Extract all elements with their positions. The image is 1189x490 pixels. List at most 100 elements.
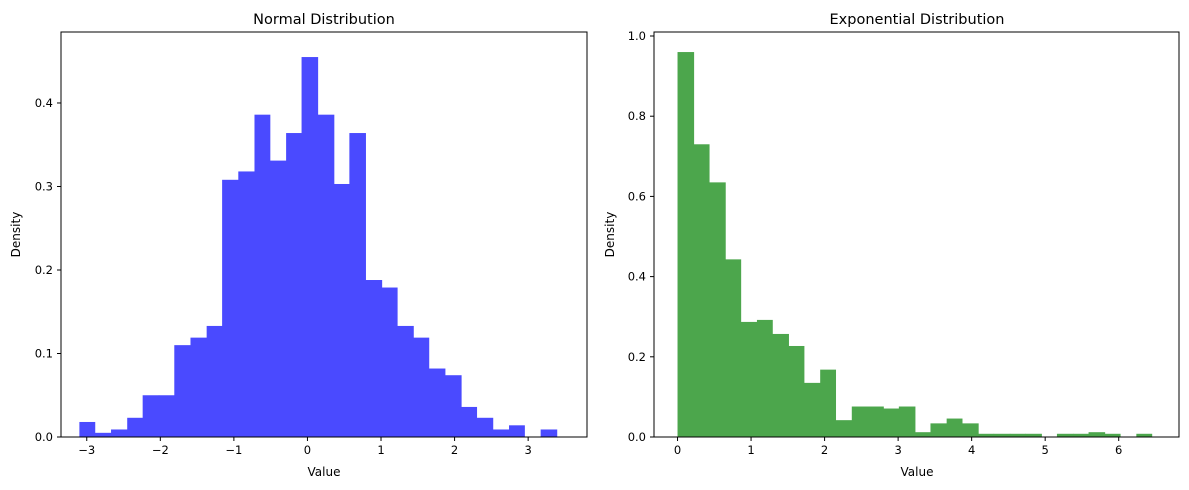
exponential-bar-7 xyxy=(788,345,805,437)
exponential-bar-11 xyxy=(851,406,868,437)
normal-bar-29 xyxy=(540,429,558,437)
exponential-bar-22 xyxy=(1025,433,1042,437)
normal-x-tick-label-1: −2 xyxy=(152,443,169,457)
normal-x-tick-6: 3 xyxy=(524,437,532,457)
exponential-x-tick-3: 3 xyxy=(894,437,902,457)
normal-bar-20 xyxy=(397,325,414,437)
normal-bar-11 xyxy=(254,114,271,438)
normal-y-tick-label-2: 0.2 xyxy=(35,263,53,277)
exponential-bar-4 xyxy=(740,321,758,437)
exponential-bar-10 xyxy=(835,420,853,437)
exponential-y-axis-label: Density xyxy=(603,212,617,258)
normal-bar-1 xyxy=(94,432,112,437)
normal-bar-17 xyxy=(349,133,366,438)
normal-distribution-panel: Normal Distribution −3 −2 −1 0 1 2 3 0.0… xyxy=(9,12,588,479)
exponential-chart-title: Exponential Distribution xyxy=(830,12,1005,28)
exponential-x-tick-label-5: 5 xyxy=(1042,443,1049,457)
normal-bar-10 xyxy=(238,171,255,437)
exponential-bar-8 xyxy=(804,382,821,437)
normal-y-tick-1: 0.1 xyxy=(35,346,61,360)
normal-x-tick-1: −2 xyxy=(152,437,169,457)
normal-x-tick-0: −3 xyxy=(78,437,95,457)
normal-y-tick-3: 0.3 xyxy=(35,179,61,193)
exponential-y-tick-label-1: 0.2 xyxy=(628,350,646,364)
normal-x-tick-2: −1 xyxy=(225,437,242,457)
normal-y-tick-2: 0.2 xyxy=(35,263,61,277)
normal-x-tick-label-5: 2 xyxy=(451,443,458,457)
normal-bar-25 xyxy=(476,417,494,437)
normal-bar-9 xyxy=(222,179,239,438)
exponential-bar-18 xyxy=(962,423,979,437)
exponential-y-tick-3: 0.6 xyxy=(628,189,654,203)
exponential-y-tick-label-3: 0.6 xyxy=(628,189,646,203)
normal-y-tick-label-3: 0.3 xyxy=(35,179,53,193)
exponential-bar-17 xyxy=(946,418,963,437)
exponential-x-tick-label-1: 1 xyxy=(747,443,754,457)
normal-bar-19 xyxy=(381,287,398,437)
normal-bars xyxy=(79,57,558,438)
exponential-bar-25 xyxy=(1073,433,1089,437)
normal-bar-13 xyxy=(286,133,302,438)
exponential-bars xyxy=(677,52,1153,438)
exponential-x-axis: 0 1 2 3 4 5 6 xyxy=(674,437,1122,457)
exponential-y-tick-label-5: 1.0 xyxy=(628,29,646,43)
exponential-bar-27 xyxy=(1104,433,1121,437)
exponential-bar-1 xyxy=(693,144,710,437)
normal-bar-16 xyxy=(333,183,350,437)
normal-bar-24 xyxy=(461,406,478,437)
normal-x-axis: −3 −2 −1 0 1 2 3 xyxy=(78,437,532,457)
exponential-bar-26 xyxy=(1088,432,1106,437)
exponential-bar-21 xyxy=(1009,433,1026,437)
exponential-y-tick-4: 0.8 xyxy=(628,109,654,123)
normal-x-tick-3: 0 xyxy=(304,437,311,457)
exponential-x-tick-label-2: 2 xyxy=(821,443,828,457)
exponential-x-tick-0: 0 xyxy=(674,437,681,457)
normal-bar-15 xyxy=(317,114,335,438)
normal-bar-26 xyxy=(492,429,510,437)
exponential-bar-6 xyxy=(772,333,789,437)
exponential-bar-3 xyxy=(725,259,742,437)
normal-y-tick-0: 0.0 xyxy=(35,430,61,444)
normal-plot-frame xyxy=(60,31,588,438)
normal-bar-2 xyxy=(111,429,128,437)
exponential-x-tick-label-0: 0 xyxy=(674,443,681,457)
normal-bar-27 xyxy=(509,425,525,437)
normal-bar-21 xyxy=(413,337,430,437)
normal-bar-22 xyxy=(428,368,446,437)
exponential-y-tick-label-0: 0.0 xyxy=(628,430,646,444)
normal-y-tick-label-1: 0.1 xyxy=(35,346,53,360)
exponential-y-tick-0: 0.0 xyxy=(628,430,654,444)
exponential-bar-15 xyxy=(915,432,931,437)
normal-bar-7 xyxy=(190,337,208,437)
normal-x-tick-label-0: −3 xyxy=(78,443,95,457)
exponential-y-tick-label-4: 0.8 xyxy=(628,109,646,123)
normal-x-axis-label: Value xyxy=(308,465,341,479)
exponential-bar-12 xyxy=(867,406,884,437)
normal-x-tick-4: 1 xyxy=(377,437,385,457)
exponential-y-tick-5: 1.0 xyxy=(628,29,654,43)
exponential-bar-29 xyxy=(1136,433,1153,437)
exponential-x-tick-label-4: 4 xyxy=(968,443,975,457)
exponential-bar-5 xyxy=(756,319,773,437)
exponential-bar-14 xyxy=(898,406,916,437)
exponential-x-tick-label-3: 3 xyxy=(894,443,901,457)
normal-bar-5 xyxy=(158,395,175,437)
exponential-bar-19 xyxy=(978,433,995,437)
exponential-x-tick-2: 2 xyxy=(821,437,828,457)
exponential-x-tick-1: 1 xyxy=(747,437,755,457)
normal-y-axis: 0.0 0.1 0.2 0.3 0.4 xyxy=(35,96,61,444)
normal-bar-18 xyxy=(365,280,383,437)
normal-x-tick-label-3: 0 xyxy=(304,443,311,457)
normal-x-tick-label-2: −1 xyxy=(225,443,242,457)
normal-y-tick-label-0: 0.0 xyxy=(35,430,53,444)
exponential-x-tick-label-6: 6 xyxy=(1115,443,1122,457)
exponential-bar-24 xyxy=(1056,433,1074,437)
exponential-bar-16 xyxy=(930,423,948,437)
normal-bar-6 xyxy=(174,345,191,437)
normal-chart-title: Normal Distribution xyxy=(253,12,395,28)
exponential-y-tick-label-2: 0.4 xyxy=(628,270,646,284)
normal-bar-12 xyxy=(269,160,287,437)
exponential-bar-13 xyxy=(883,408,900,437)
exponential-bar-9 xyxy=(820,369,837,437)
